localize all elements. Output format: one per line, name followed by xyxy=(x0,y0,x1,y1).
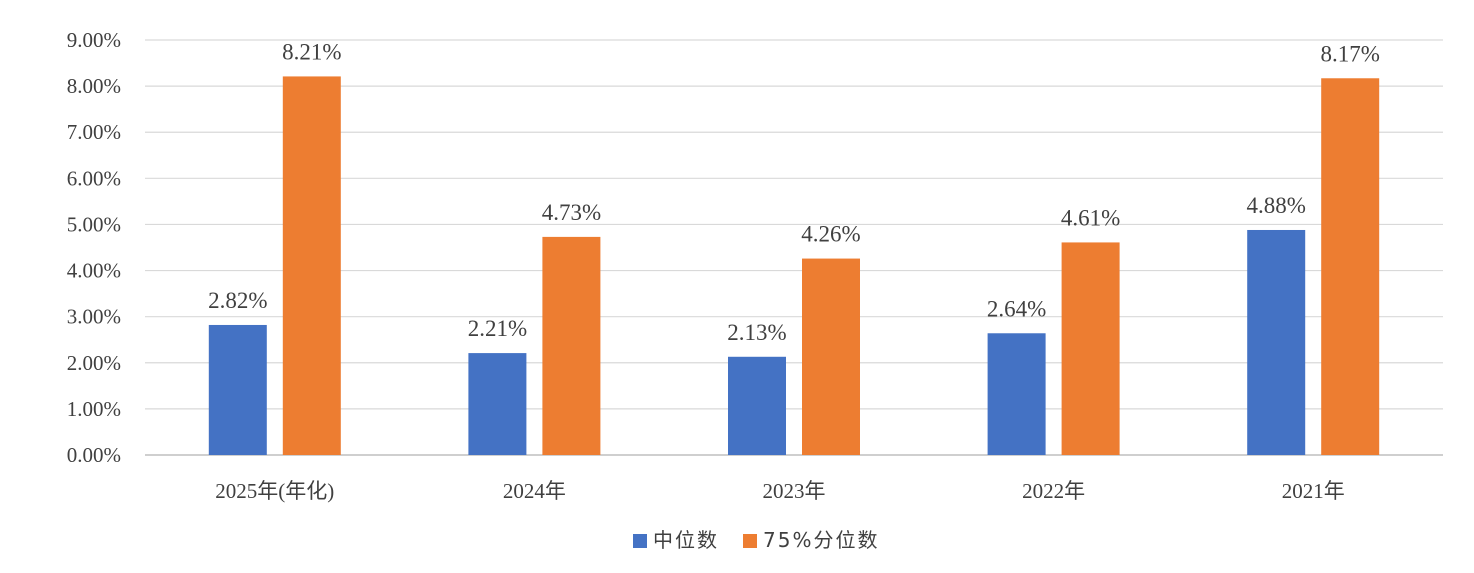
bar-median xyxy=(987,333,1046,455)
y-tick-label: 7.00% xyxy=(67,120,121,144)
bar-75th-percentile xyxy=(542,236,601,455)
x-category-label: 2023年 xyxy=(763,479,826,503)
bar-median xyxy=(468,353,527,455)
data-label: 4.73% xyxy=(542,200,601,225)
y-tick-label: 9.00% xyxy=(67,28,121,52)
legend-swatch xyxy=(743,534,757,548)
y-tick-label: 5.00% xyxy=(67,212,121,236)
bar-75th-percentile xyxy=(1321,78,1380,456)
y-tick-label: 1.00% xyxy=(67,397,121,421)
data-label: 2.13% xyxy=(727,320,786,345)
bars xyxy=(208,76,1380,456)
y-axis-ticks: 0.00% 1.00% 2.00% 3.00% 4.00% 5.00% 6.00% 7.00%… xyxy=(67,28,121,467)
x-category-label: 2025年(年化) xyxy=(215,479,334,503)
y-tick-label: 8.00% xyxy=(67,74,121,98)
bar-median xyxy=(1247,229,1306,455)
y-tick-label: 0.00% xyxy=(67,443,121,467)
data-label: 2.82% xyxy=(208,288,267,313)
x-category-label: 2022年 xyxy=(1022,479,1085,503)
x-category-label: 2021年 xyxy=(1282,479,1345,503)
legend-label: 中位数 xyxy=(653,528,719,552)
data-label: 4.26% xyxy=(801,222,860,247)
data-label: 2.64% xyxy=(987,296,1046,321)
y-tick-label: 3.00% xyxy=(67,305,121,329)
legend: 中位数 75%分位数 xyxy=(633,528,879,552)
bar-median xyxy=(208,324,267,455)
data-label: 8.17% xyxy=(1320,41,1379,66)
data-labels: 2.82% 8.21% 2.21% 4.73% 2.13% 4.26% 2.64% 4.61%… xyxy=(208,39,1380,344)
bar-median xyxy=(728,356,786,455)
legend-swatch xyxy=(633,534,647,548)
y-tick-label: 4.00% xyxy=(67,259,121,283)
data-label: 8.21% xyxy=(282,39,341,64)
y-tick-label: 2.00% xyxy=(67,351,121,375)
grid-lines xyxy=(145,39,1443,456)
bar-75th-percentile xyxy=(802,258,860,455)
x-axis-categories: 2025年(年化) 2024年 2023年 2022年 2021年 xyxy=(215,479,1344,503)
y-tick-label: 6.00% xyxy=(67,166,121,190)
x-category-label: 2024年 xyxy=(503,479,566,503)
legend-label: 75%分位数 xyxy=(763,528,879,552)
bar-75th-percentile xyxy=(1061,242,1120,455)
data-label: 4.88% xyxy=(1246,193,1305,218)
data-label: 4.61% xyxy=(1061,205,1120,230)
data-label: 2.21% xyxy=(468,316,527,341)
bar-75th-percentile xyxy=(282,76,341,455)
